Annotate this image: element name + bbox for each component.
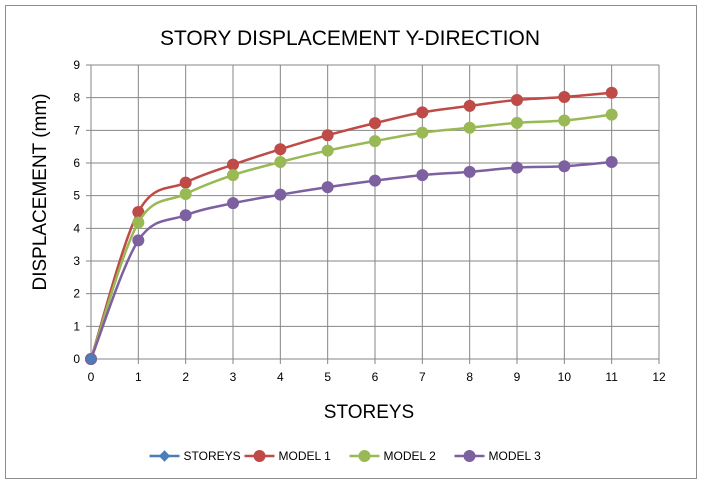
legend-label-storeys: STOREYS: [184, 449, 241, 463]
legend-item-storeys: STOREYS: [149, 449, 241, 463]
data-point-model-1: [369, 117, 381, 130]
data-point-model-2: [605, 108, 618, 121]
data-point-model-2: [274, 156, 287, 169]
data-point-model-3: [132, 234, 145, 247]
data-point-model-2: [416, 126, 429, 139]
legend: STOREYS MODEL 1 MODEL 2 MODEL 3: [149, 449, 542, 463]
data-point-model-1: [416, 106, 429, 119]
data-point-model-1: [227, 158, 239, 171]
x-tick-label: 7: [419, 370, 426, 384]
data-point-model-3: [416, 169, 429, 182]
chart-title: STORY DISPLACEMENT Y-DIRECTION: [160, 27, 540, 50]
data-point-model-2: [463, 121, 476, 134]
x-tick-label: 3: [230, 370, 237, 384]
data-point-model-2: [227, 169, 239, 182]
x-tick-label: 11: [605, 370, 618, 384]
series-model-1: [85, 86, 618, 365]
x-tick-label: 0: [88, 370, 95, 384]
x-axis-tick-labels: 0 1 2 3 4 5 6 7 8 9 10 11 12: [88, 370, 666, 384]
data-point-model-3: [463, 165, 476, 178]
y-tick-label: 8: [73, 91, 80, 105]
data-point-model-2: [179, 188, 192, 201]
data-point-model-3: [369, 174, 381, 187]
legend-label-model-1: MODEL 1: [279, 449, 332, 463]
data-point-model-1: [179, 176, 192, 189]
legend-item-model-2: MODEL 2: [349, 449, 437, 463]
data-point-model-3: [274, 188, 287, 201]
data-point-model-1: [605, 86, 618, 99]
series-line-model-1: [89, 91, 612, 360]
series-storeys: [85, 353, 97, 365]
x-tick-label: 2: [182, 370, 189, 384]
legend-marker-storeys: [158, 450, 171, 462]
data-point-model-2: [132, 216, 145, 229]
y-tick-label: 9: [73, 58, 80, 72]
y-tick-label: 1: [73, 319, 80, 333]
data-point-model-1: [321, 129, 334, 142]
y-tick-label: 5: [73, 189, 80, 203]
y-axis-label: DISPLACEMENT (mm): [30, 93, 51, 290]
x-tick-label: 10: [558, 370, 572, 384]
y-tick-label: 6: [73, 156, 80, 170]
x-tick-label: 6: [372, 370, 379, 384]
data-point-model-3: [227, 197, 239, 210]
x-tick-label: 4: [277, 370, 284, 384]
data-point-model-1: [511, 93, 523, 106]
series-line-model-2: [89, 113, 612, 360]
data-point-storeys: [85, 353, 97, 365]
data-point-model-1: [463, 99, 476, 112]
y-tick-label: 0: [73, 352, 80, 366]
plot-series: [85, 86, 618, 365]
x-tick-label: 9: [514, 370, 521, 384]
axes: [86, 64, 660, 364]
legend-label-model-2: MODEL 2: [384, 449, 437, 463]
data-point-model-2: [369, 135, 381, 148]
x-tick-label: 5: [324, 370, 331, 384]
x-tick-label: 12: [652, 370, 666, 384]
chart-area: [5, 5, 697, 479]
y-tick-label: 4: [73, 221, 80, 235]
legend-item-model-3: MODEL 3: [454, 449, 542, 463]
y-axis-tick-labels: 0 1 2 3 4 5 6 7 8 9: [73, 58, 80, 366]
y-tick-label: 7: [73, 123, 80, 137]
legend-marker-model-2: [358, 450, 371, 462]
data-point-model-3: [511, 161, 523, 174]
data-point-model-3: [321, 181, 334, 194]
grid-lines: [91, 64, 660, 359]
legend-marker-model-3: [463, 450, 476, 462]
data-point-model-2: [558, 114, 571, 127]
data-point-model-2: [321, 144, 334, 157]
data-point-model-3: [558, 160, 571, 173]
data-point-model-2: [511, 116, 523, 129]
x-tick-label: 8: [466, 370, 473, 384]
x-axis-label: STOREYS: [324, 402, 414, 423]
data-point-model-3: [605, 156, 618, 169]
data-point-model-1: [274, 143, 287, 156]
data-point-model-3: [179, 209, 192, 222]
data-point-model-1: [558, 91, 571, 104]
y-tick-label: 2: [73, 287, 80, 301]
legend-marker-model-1: [253, 450, 266, 462]
y-tick-label: 3: [73, 254, 80, 268]
legend-item-model-1: MODEL 1: [244, 449, 332, 463]
x-tick-label: 1: [135, 370, 142, 384]
legend-label-model-3: MODEL 3: [489, 449, 542, 463]
